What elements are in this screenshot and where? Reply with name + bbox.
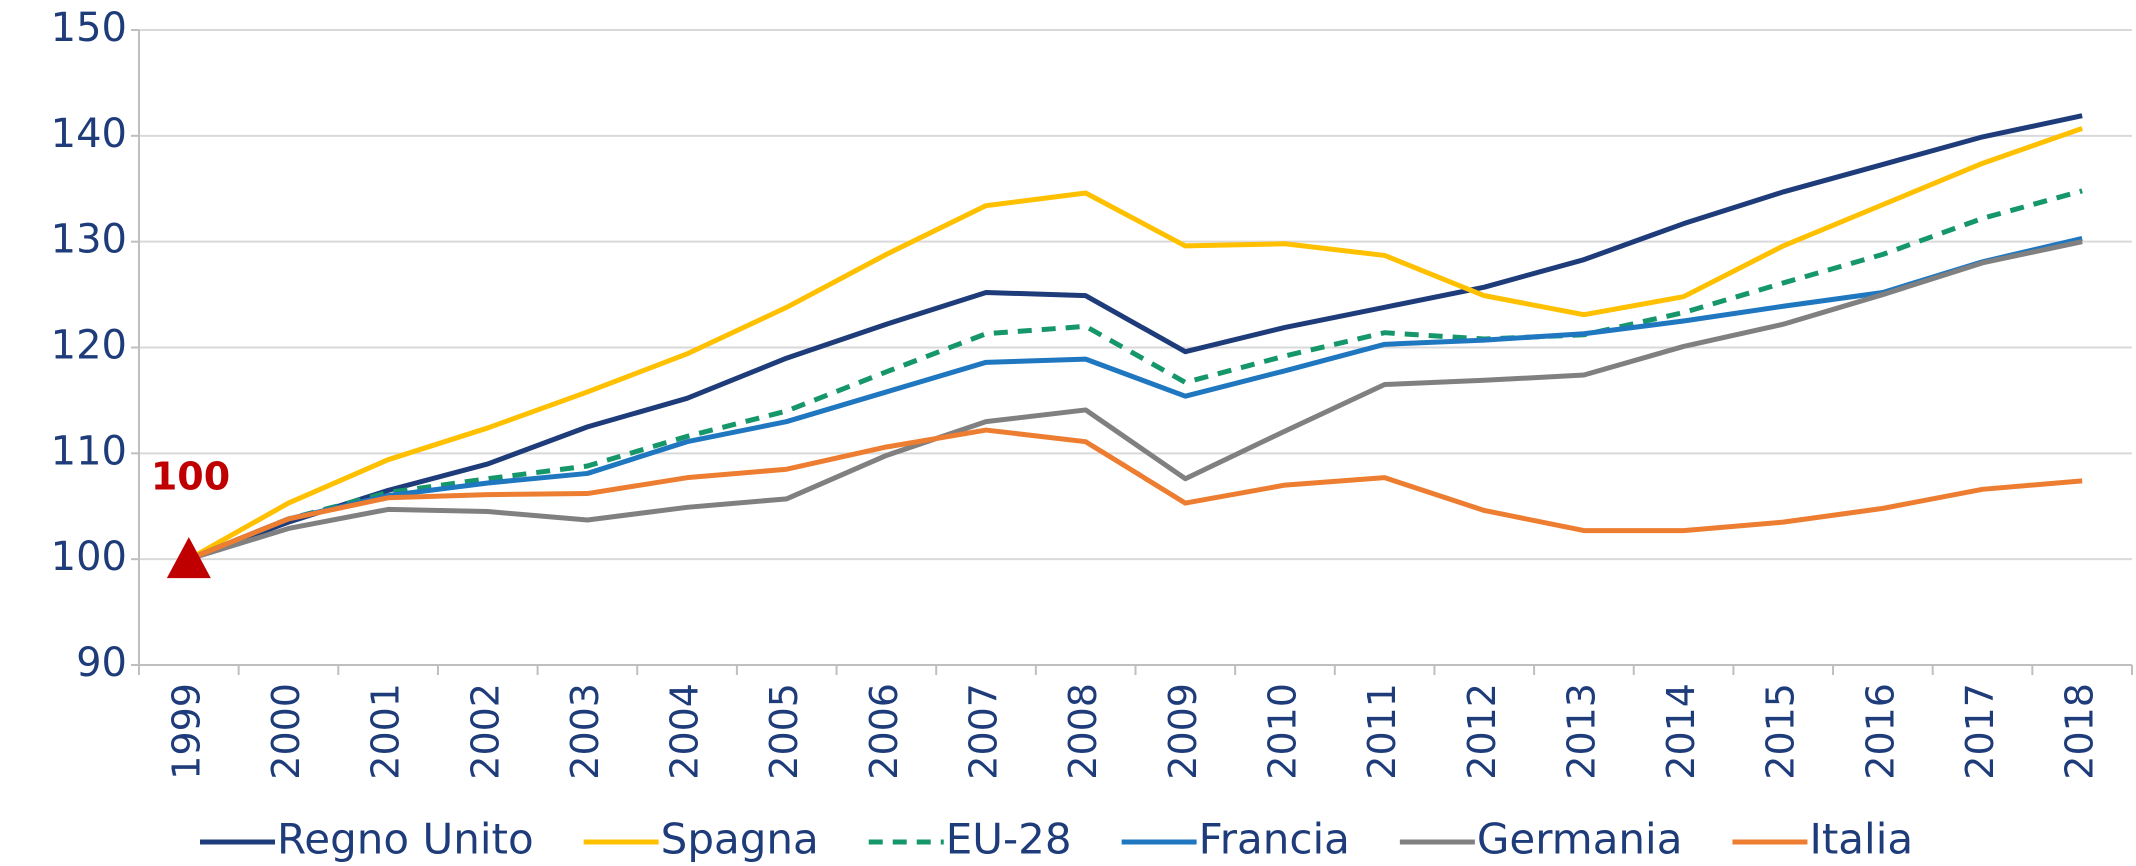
y-tick-label: 130	[51, 217, 127, 263]
legend-label: Germania	[1477, 815, 1683, 864]
x-tick-label: 2014	[1659, 683, 1703, 780]
y-tick-label: 120	[51, 323, 127, 369]
y-tick-label: 140	[51, 111, 127, 157]
y-tick-label: 90	[76, 640, 127, 686]
x-tick-label: 2017	[1958, 683, 2002, 780]
x-tick-label: 2015	[1759, 683, 1803, 780]
x-tick-label: 2018	[2058, 683, 2102, 780]
x-tick-label: 2013	[1559, 683, 1603, 780]
y-tick-label: 100	[51, 534, 127, 580]
y-tick-label: 150	[51, 5, 127, 51]
y-tick-label: 110	[51, 428, 127, 474]
legend-label: Regno Unito	[277, 815, 534, 864]
x-tick-label: 2002	[463, 683, 507, 780]
legend-label: EU-28	[946, 815, 1072, 864]
x-tick-label: 2016	[1858, 683, 1902, 780]
annotation-text: 100	[151, 455, 230, 499]
line-series	[187, 113, 2083, 562]
x-tick-label: 2006	[862, 683, 906, 780]
line-series	[187, 236, 2083, 562]
x-tick-label: 2000	[264, 683, 308, 780]
x-tick-label: 2012	[1460, 683, 1504, 780]
line-series	[187, 188, 2083, 562]
x-tick-label: 2010	[1260, 683, 1304, 780]
x-tick-label: 2011	[1360, 683, 1404, 780]
line-series	[187, 427, 2083, 562]
x-tick-label: 2003	[563, 683, 607, 780]
x-tick-label: 1999	[164, 683, 208, 780]
x-tick-label: 2005	[762, 683, 806, 780]
x-tick-label: 2009	[1161, 683, 1205, 780]
legend-label: Italia	[1809, 815, 1913, 864]
line-series	[188, 239, 2083, 562]
line-series	[187, 126, 2084, 562]
x-tick-label: 2004	[663, 683, 707, 780]
x-tick-label: 2007	[962, 683, 1006, 780]
legend-label: Francia	[1199, 815, 1350, 864]
legend-label: Spagna	[661, 815, 819, 864]
x-tick-label: 2008	[1061, 683, 1105, 780]
annotation-marker	[166, 537, 211, 579]
x-tick-label: 2001	[364, 683, 408, 780]
